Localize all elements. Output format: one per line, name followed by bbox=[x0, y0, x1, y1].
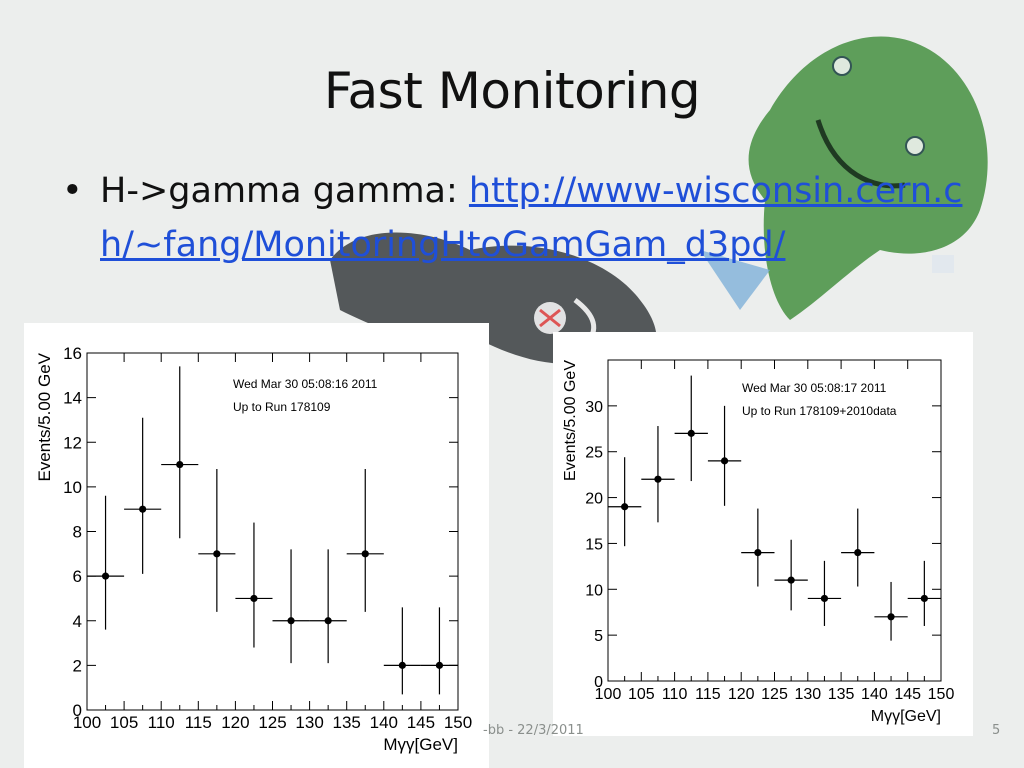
data-point bbox=[309, 549, 347, 664]
plot-panel-right: 100 105 110 115 120 125 130 135 140 145 150 0 5 10 15 2… bbox=[553, 332, 973, 736]
bullet-symbol: • bbox=[62, 171, 83, 211]
x-tick-label: 100 bbox=[595, 686, 622, 703]
bullet-text: H->gamma gamma: http://www-wisconsin.cer… bbox=[100, 164, 980, 272]
mascot-green-blob bbox=[700, 36, 988, 320]
chart-annotation: Wed Mar 30 05:08:16 2011 bbox=[233, 377, 378, 391]
y-tick-label: 0 bbox=[73, 701, 82, 720]
data-point bbox=[420, 607, 458, 695]
data-point bbox=[741, 508, 775, 587]
y-tick-label: 8 bbox=[73, 523, 82, 542]
chart-annotation: Up to Run 178109 bbox=[233, 400, 331, 414]
x-tick-label: 130 bbox=[794, 686, 821, 703]
y-tick-label: 6 bbox=[73, 567, 82, 586]
x-tick-label: 130 bbox=[295, 713, 323, 732]
data-marker bbox=[139, 505, 147, 513]
data-point bbox=[841, 508, 875, 587]
data-point bbox=[707, 405, 742, 506]
data-point bbox=[907, 560, 941, 626]
x-tick-label: 125 bbox=[258, 713, 286, 732]
x-tick-label: 140 bbox=[370, 713, 398, 732]
y-tick-label: 0 bbox=[594, 674, 603, 691]
data-marker bbox=[324, 617, 332, 625]
histogram-chart-left: 100 105 110 115 120 125 130 135 140 145 150 0 2 4 6 8 10… bbox=[35, 344, 472, 754]
x-tick-label: 115 bbox=[695, 686, 721, 703]
x-tick-label: 105 bbox=[628, 686, 655, 703]
y-tick-label: 5 bbox=[594, 628, 603, 645]
y-tick-label: 20 bbox=[585, 491, 603, 508]
data-marker bbox=[854, 549, 862, 557]
y-tick-label: 10 bbox=[63, 478, 82, 497]
data-point bbox=[161, 366, 199, 539]
data-point bbox=[608, 457, 642, 547]
data-point bbox=[235, 522, 273, 648]
data-marker bbox=[720, 457, 729, 465]
y-axis-label: Events/5.00 GeV bbox=[35, 352, 54, 481]
chart-annotation: Up to Run 178109+2010data bbox=[742, 404, 897, 418]
x-tick-label: 115 bbox=[185, 713, 212, 732]
data-point bbox=[874, 581, 908, 641]
data-point bbox=[87, 495, 125, 630]
data-point bbox=[674, 375, 708, 482]
footer-text: -bb - 22/3/2011 bbox=[483, 723, 584, 738]
x-tick-label: 145 bbox=[894, 686, 921, 703]
monitoring-link[interactable]: http://www-wisconsin.cern.ch/~fang/Monit… bbox=[100, 171, 963, 265]
data-marker bbox=[101, 572, 110, 580]
data-point bbox=[774, 539, 808, 611]
chart-annotation: Wed Mar 30 05:08:17 2011 bbox=[742, 381, 887, 395]
data-marker bbox=[435, 661, 444, 669]
data-marker bbox=[687, 429, 695, 437]
data-marker bbox=[398, 661, 406, 669]
data-point bbox=[346, 469, 384, 612]
y-axis-label: Events/5.00 GeV bbox=[562, 360, 579, 481]
data-point bbox=[641, 426, 675, 523]
data-marker bbox=[287, 617, 295, 625]
data-marker bbox=[176, 460, 184, 469]
x-tick-label: 125 bbox=[761, 686, 788, 703]
y-tick-label: 16 bbox=[63, 344, 82, 363]
x-axis-label: Mγγ[GeV] bbox=[383, 735, 458, 754]
y-tick-label: 30 bbox=[585, 399, 603, 416]
data-point bbox=[383, 607, 421, 695]
y-tick-label: 15 bbox=[585, 536, 603, 553]
x-tick-label: 110 bbox=[148, 713, 175, 732]
x-tick-label: 150 bbox=[928, 686, 955, 703]
data-marker bbox=[654, 475, 662, 483]
x-tick-label: 120 bbox=[221, 713, 249, 732]
data-marker bbox=[621, 503, 629, 511]
y-tick-label: 10 bbox=[585, 582, 603, 599]
data-marker bbox=[887, 613, 895, 621]
data-point bbox=[272, 549, 310, 664]
plot-panel-left: 100 105 110 115 120 125 130 135 140 145 150 0 2 4 6 8 10… bbox=[24, 323, 489, 768]
y-tick-label: 4 bbox=[73, 612, 82, 631]
histogram-chart-right: 100 105 110 115 120 125 130 135 140 145 150 0 5 10 15 2… bbox=[562, 359, 955, 725]
y-tick-label: 12 bbox=[63, 433, 82, 452]
x-tick-label: 140 bbox=[861, 686, 888, 703]
y-tick-label: 2 bbox=[73, 656, 82, 675]
x-tick-label: 120 bbox=[728, 686, 755, 703]
x-tick-label: 110 bbox=[662, 686, 688, 703]
page-title: Fast Monitoring bbox=[323, 62, 701, 120]
data-marker bbox=[213, 550, 221, 558]
x-tick-label: 135 bbox=[333, 713, 361, 732]
bullet-prefix: H->gamma gamma: bbox=[100, 171, 469, 211]
x-axis-label: Mγγ[GeV] bbox=[871, 708, 941, 725]
data-marker bbox=[787, 576, 795, 584]
data-marker bbox=[820, 594, 829, 603]
data-point bbox=[124, 417, 162, 574]
x-tick-label: 100 bbox=[73, 713, 101, 732]
x-tick-label: 135 bbox=[828, 686, 855, 703]
x-tick-label: 145 bbox=[407, 713, 435, 732]
y-tick-label: 25 bbox=[585, 445, 603, 462]
data-point bbox=[198, 469, 236, 612]
x-tick-label: 150 bbox=[444, 713, 472, 732]
data-marker bbox=[250, 594, 258, 603]
data-marker bbox=[920, 594, 928, 603]
page-number: 5 bbox=[992, 723, 1001, 738]
data-point bbox=[807, 560, 842, 626]
y-tick-label: 14 bbox=[63, 389, 82, 408]
x-tick-label: 105 bbox=[110, 713, 138, 732]
data-marker bbox=[361, 550, 369, 558]
data-marker bbox=[754, 549, 762, 557]
